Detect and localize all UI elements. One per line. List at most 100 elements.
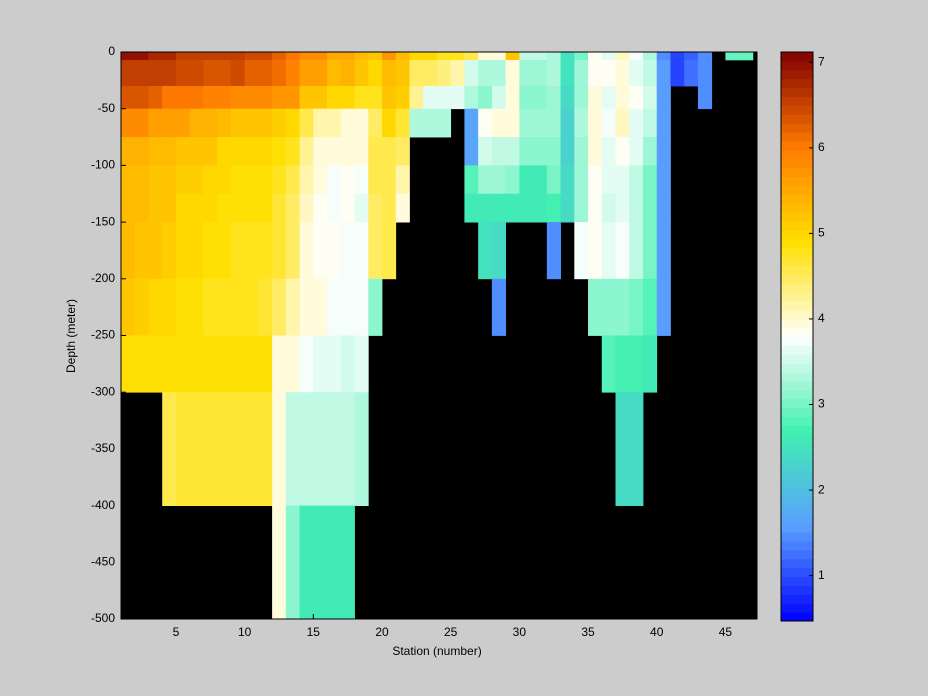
colorbar-frame (780, 51, 814, 622)
heatmap-cell (615, 137, 630, 166)
heatmap-cell (134, 278, 149, 336)
heatmap-cell (244, 335, 259, 393)
heatmap-cell (395, 86, 410, 110)
heatmap-cell (203, 392, 218, 506)
heatmap-cell (656, 108, 671, 138)
heatmap-cell (354, 86, 369, 110)
x-axis-label: Station (number) (392, 644, 481, 658)
colorbar-swatch (781, 309, 813, 320)
heatmap-cell (629, 392, 644, 506)
heatmap-cell (560, 52, 575, 61)
heatmap-cell (313, 108, 328, 138)
heatmap-cell (217, 108, 232, 138)
colorbar-tick-label: 5 (818, 226, 825, 240)
heatmap-cell (258, 278, 273, 336)
heatmap-cell (656, 52, 671, 61)
heatmap-cell (368, 137, 383, 166)
colorbar-swatch (781, 229, 813, 240)
heatmap-cell (244, 86, 259, 110)
colorbar-swatch (781, 238, 813, 249)
heatmap-cell (121, 86, 136, 110)
heatmap-cell (285, 137, 300, 166)
heatmap-cell (684, 59, 699, 87)
heatmap-cell (148, 108, 163, 138)
heatmap-cell (423, 59, 438, 87)
heatmap-cell (340, 278, 355, 336)
colorbar-swatch (781, 247, 813, 257)
colorbar-swatch (781, 389, 813, 400)
colorbar-swatch (781, 283, 813, 293)
y-tick-label: -250 (91, 328, 115, 342)
heatmap-cell (725, 52, 740, 61)
heatmap-cell (478, 137, 493, 166)
heatmap-cell (574, 86, 589, 110)
heatmap-cell (134, 108, 149, 138)
heatmap-cell (354, 52, 369, 61)
colorbar-tick-label: 2 (818, 482, 825, 496)
heatmap-cell (148, 86, 163, 110)
heatmap-cell (121, 108, 136, 138)
heatmap-cell (423, 86, 438, 110)
heatmap-cell (162, 222, 177, 280)
heatmap-cell (121, 222, 136, 280)
heatmap-cell (533, 165, 548, 195)
heatmap-cell (505, 86, 520, 110)
heatmap-cell (642, 165, 658, 195)
heatmap-cell (478, 108, 493, 138)
heatmap-cell (491, 86, 507, 110)
heatmap-cell (299, 165, 314, 195)
colorbar-swatch (781, 398, 813, 409)
heatmap-cell (285, 222, 300, 280)
heatmap-cell (381, 165, 397, 195)
axes-frame (120, 51, 758, 620)
heatmap-cell (546, 59, 561, 87)
colorbar-swatch (781, 185, 813, 195)
heatmap-cell (478, 52, 493, 61)
heatmap-cell (203, 59, 218, 87)
colorbar-tick-label: 7 (818, 54, 825, 68)
heatmap-cell (203, 137, 218, 166)
heatmap-cell (368, 52, 383, 61)
x-tick-label: 35 (581, 625, 595, 639)
heatmap-cell (121, 165, 136, 195)
heatmap-cell (327, 193, 342, 223)
heatmap-cell (629, 52, 644, 61)
heatmap-cell (423, 108, 438, 138)
heatmap-cell (313, 59, 328, 87)
heatmap-cell (217, 193, 232, 223)
heatmap-cell (478, 86, 493, 110)
heatmap-cell (464, 193, 479, 223)
heatmap-cell (340, 505, 355, 620)
colorbar-swatch (781, 372, 813, 382)
heatmap-cell (327, 278, 342, 336)
heatmap-cell (313, 392, 328, 506)
heatmap-cell (697, 86, 713, 110)
heatmap-cell (230, 52, 246, 61)
heatmap-cell (162, 335, 177, 393)
heatmap-cell (656, 165, 671, 195)
heatmap-cell (272, 165, 287, 195)
heatmap-cell (478, 193, 493, 223)
heatmap-cell (175, 392, 191, 506)
colorbar-swatch (781, 292, 813, 302)
heatmap-cell (327, 505, 342, 620)
heatmap-cell (299, 137, 314, 166)
heatmap-cell (148, 165, 163, 195)
heatmap-cell (381, 108, 397, 138)
heatmap-cell (244, 193, 259, 223)
heatmap-cell (354, 392, 369, 506)
heatmap-cell (642, 222, 658, 280)
colorbar-swatch (781, 336, 813, 346)
heatmap-cell (258, 335, 273, 393)
colorbar-swatch (781, 194, 813, 204)
heatmap-cell (258, 392, 273, 506)
heatmap-cell (272, 335, 287, 393)
heatmap-cell (546, 108, 561, 138)
colorbar-swatch (781, 265, 813, 275)
heatmap-cell (546, 165, 561, 195)
heatmap-cell (230, 193, 246, 223)
heatmap-cell (258, 59, 273, 87)
colorbar-swatch (781, 87, 813, 97)
x-tick-label: 20 (375, 625, 389, 639)
heatmap-cell (285, 505, 300, 620)
